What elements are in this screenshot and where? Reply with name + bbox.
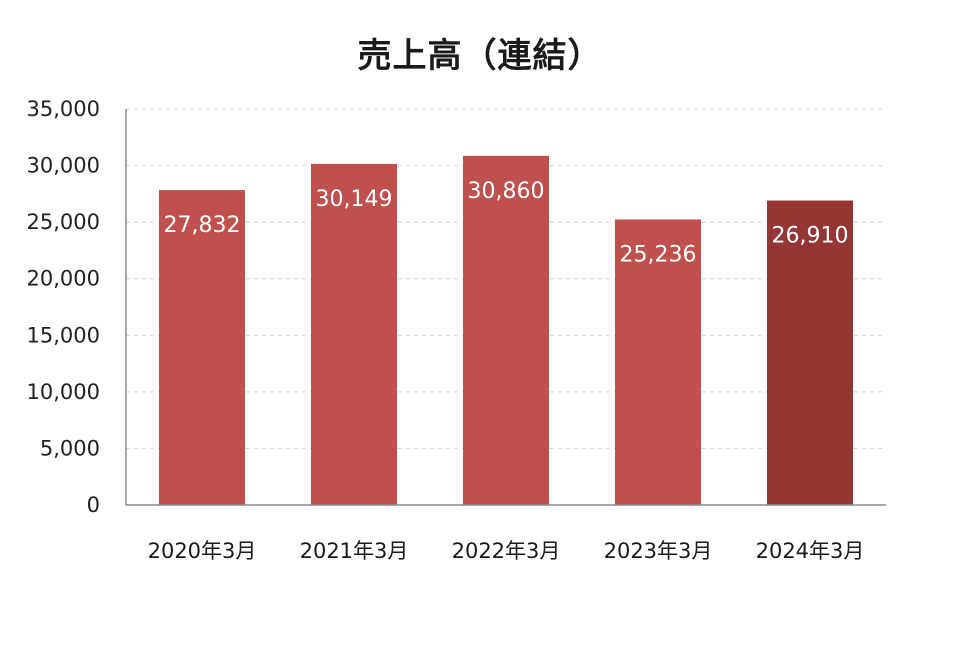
x-tick-label: 2021年3月 [300,539,409,563]
x-axis-ticks: 2020年3月 2021年3月 2022年3月 2023年3月 2024年3月 [148,539,865,563]
bar [463,155,549,506]
chart-title: 売上高（連結） [357,36,603,76]
x-tick-label: 2022年3月 [452,539,561,563]
y-tick-label: 10,000 [27,380,100,404]
data-label: 26,910 [772,224,849,249]
bar [159,190,245,505]
x-tick-label: 2023年3月 [604,539,713,563]
data-label: 30,149 [316,187,393,212]
bar [615,219,701,505]
y-tick-label: 25,000 [27,210,100,234]
data-labels: 27,832 30,149 30,860 25,236 26,910 [164,179,849,268]
bars [159,155,853,506]
y-axis-ticks: 0 5,000 10,000 15,000 20,000 25,000 30,000 35,0… [27,97,100,517]
data-label: 30,860 [468,179,545,204]
y-tick-label: 15,000 [27,323,100,347]
y-tick-label: 5,000 [40,436,100,460]
y-tick-label: 0 [87,493,100,517]
bar [311,163,397,505]
data-label: 25,236 [620,242,697,267]
bar [767,200,853,505]
y-tick-label: 20,000 [27,267,100,291]
y-tick-label: 30,000 [27,154,100,178]
data-label: 27,832 [164,213,241,238]
y-tick-label: 35,000 [27,97,100,121]
x-tick-label: 2024年3月 [756,539,865,563]
x-tick-label: 2020年3月 [148,539,257,563]
